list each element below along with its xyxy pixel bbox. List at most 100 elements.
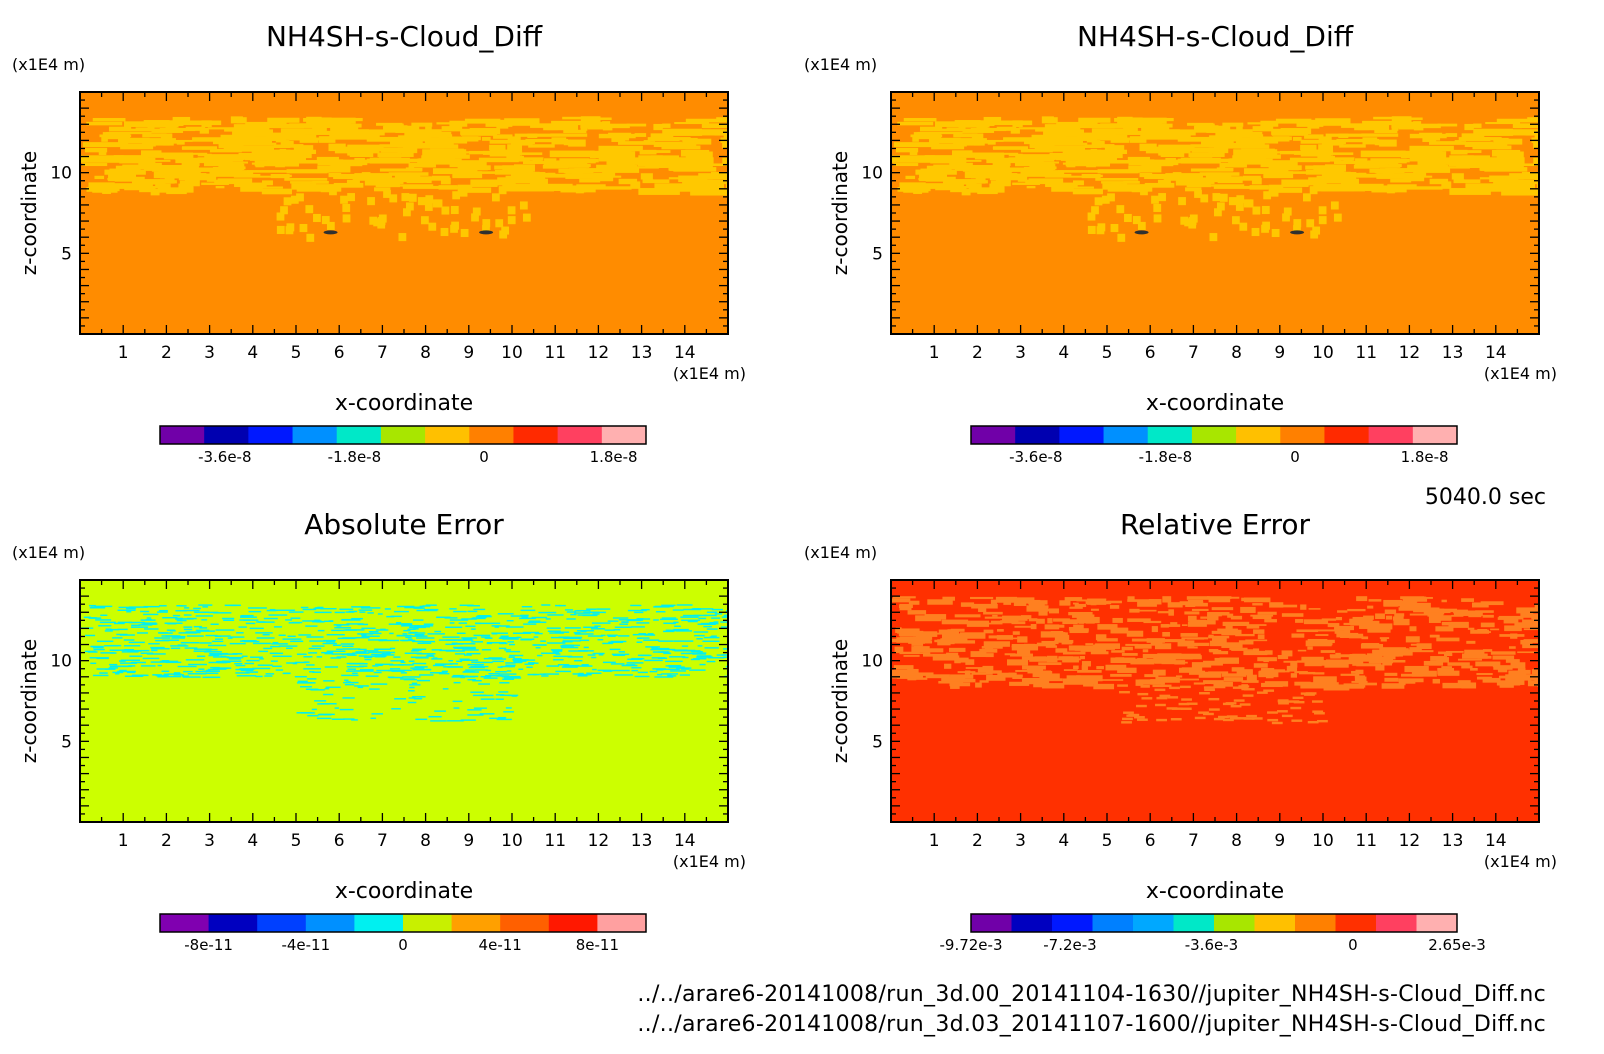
colorbar-segment [1173, 914, 1215, 932]
error-cell [459, 658, 470, 660]
error-cell [1181, 624, 1188, 627]
error-cell [375, 663, 394, 666]
error-cell [217, 661, 228, 664]
error-cell [1317, 719, 1328, 723]
error-cell [1334, 630, 1348, 634]
error-cell [230, 604, 237, 607]
error-cell [187, 673, 207, 675]
error-cell [343, 629, 357, 631]
error-cell [212, 640, 224, 643]
error-cell [435, 664, 447, 666]
error-cell [1263, 659, 1269, 663]
error-cell [1265, 650, 1273, 655]
cloud-cell [1379, 139, 1397, 147]
x-tick-label: 11 [544, 343, 566, 363]
cloud-cell [404, 129, 442, 136]
error-cell [576, 609, 591, 612]
error-cell [502, 638, 519, 640]
error-cell [1222, 621, 1250, 626]
error-cell [417, 679, 430, 682]
cloud-cell [1293, 219, 1302, 228]
cloud-cell [421, 155, 445, 160]
cloud-cell [489, 144, 506, 151]
cloud-cell [232, 136, 256, 141]
error-cell [257, 664, 273, 666]
error-cell [549, 632, 564, 634]
colorbar-tick-label: -3.6e-3 [1185, 936, 1238, 954]
error-cell [390, 660, 404, 662]
cloud-cell [472, 207, 481, 216]
error-cell [488, 657, 503, 659]
error-cell [230, 636, 245, 638]
error-cell [389, 647, 396, 650]
error-cell [480, 698, 495, 700]
chart-title: Absolute Error [304, 508, 504, 541]
cloud-cell [428, 222, 437, 231]
error-cell [1184, 611, 1200, 615]
error-cell [473, 665, 483, 668]
cloud-cell [92, 118, 126, 122]
error-cell [1025, 680, 1050, 685]
colorbar-segment [513, 426, 559, 444]
error-cell [491, 658, 507, 660]
cloud-cell [1308, 177, 1344, 184]
error-cell [439, 672, 450, 675]
cloud-cell [563, 129, 587, 134]
cloud-cell [151, 164, 188, 172]
error-cell [1409, 626, 1417, 632]
error-cell [660, 668, 680, 671]
error-cell [401, 625, 420, 627]
error-cell [652, 651, 664, 653]
error-cell [1510, 662, 1526, 669]
error-cell [1290, 662, 1298, 668]
error-cell [1193, 602, 1202, 605]
error-cell [949, 682, 971, 687]
cloud-cell [405, 167, 415, 172]
error-cell [557, 664, 570, 666]
error-cell [386, 651, 396, 654]
error-cell [1107, 600, 1122, 604]
error-cell [698, 608, 714, 610]
error-cell [90, 662, 97, 665]
cloud-cell [1209, 233, 1218, 242]
cloud-cell [1078, 117, 1111, 123]
cloud-cell [119, 157, 156, 164]
cloud-cell [1419, 132, 1443, 137]
error-cell [375, 629, 389, 631]
cloud-cell [607, 159, 616, 166]
error-cell [250, 656, 263, 658]
error-cell [208, 611, 219, 614]
error-cell [316, 717, 332, 720]
cloud-cell [1128, 165, 1162, 173]
cloud-cell [303, 117, 335, 122]
cloud-cell [491, 193, 500, 202]
error-cell [290, 617, 301, 619]
cloud-cell [1153, 203, 1162, 212]
error-cell [477, 615, 491, 617]
error-cell [368, 631, 379, 633]
error-cell [95, 619, 112, 621]
error-cell [608, 641, 624, 644]
error-cell [182, 675, 189, 677]
error-cell [693, 608, 699, 610]
error-cell [407, 628, 416, 630]
error-cell [1361, 636, 1369, 640]
error-cell [423, 623, 434, 625]
error-cell [1352, 616, 1366, 620]
cloud-cell [542, 173, 579, 178]
error-cell [519, 617, 536, 620]
error-cell [1252, 603, 1263, 606]
error-cell [460, 659, 479, 661]
cloud-cell [1090, 149, 1128, 155]
error-cell [699, 623, 716, 626]
cloud-cell [1510, 129, 1539, 136]
error-cell [213, 612, 232, 614]
error-cell [215, 629, 235, 631]
error-cell [124, 648, 135, 651]
error-cell [661, 648, 676, 651]
panel-bottom-right: Relative Error (x1E4 m) 1 2 3 4 5 6 7 8 9 10 11 12 1… [804, 508, 1557, 954]
error-cell [150, 646, 165, 649]
cloud-cell [685, 118, 728, 123]
error-cell [1267, 718, 1279, 722]
error-cell [158, 609, 168, 612]
